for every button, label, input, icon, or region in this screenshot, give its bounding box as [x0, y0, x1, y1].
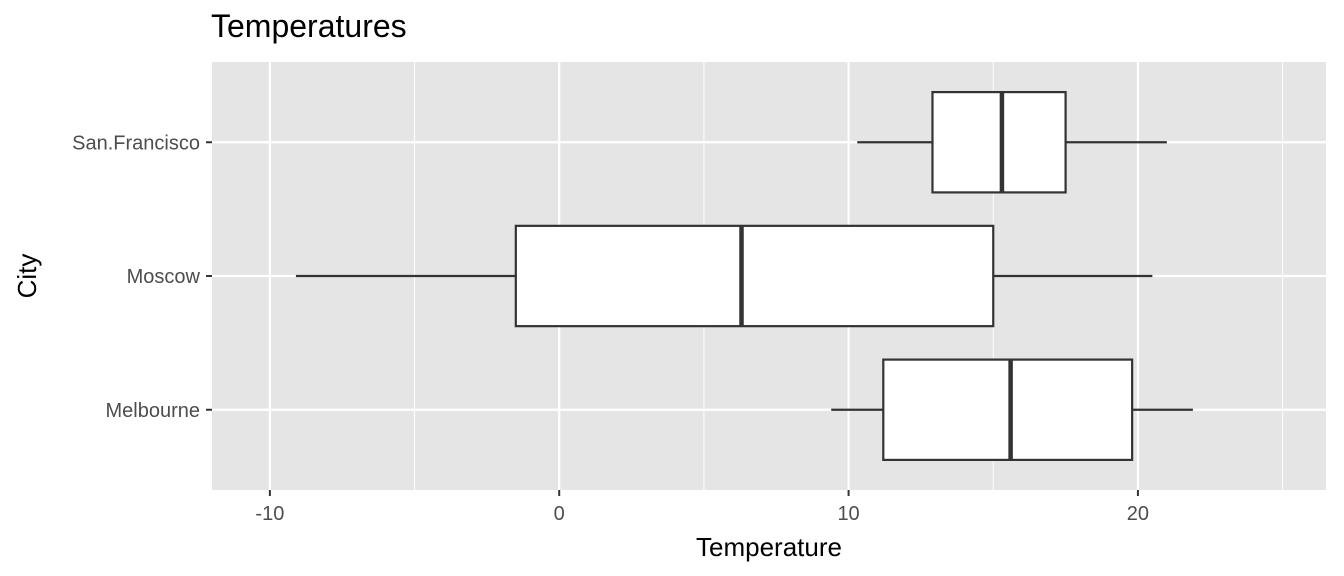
y-tick-label: Moscow — [127, 266, 201, 288]
y-tick-label: San.Francisco — [72, 132, 200, 154]
box-iqr — [931, 90, 1067, 194]
x-tick-label: 20 — [1127, 503, 1149, 525]
boxplot-melbourne — [831, 358, 1193, 462]
y-axis-title: City — [12, 254, 42, 299]
y-tick-label: Melbourne — [105, 400, 200, 422]
x-axis-title: Temperature — [696, 532, 842, 562]
box-layer — [295, 90, 1193, 462]
box-iqr — [514, 224, 995, 328]
chart-title: Temperatures — [211, 8, 407, 44]
x-tick-label: 10 — [837, 503, 859, 525]
boxplot-san-francisco — [857, 90, 1167, 194]
axis-layer: -10 0 10 20 Melbourne Moscow San.Francisco — [72, 132, 1149, 525]
boxplot-moscow — [295, 224, 1153, 328]
box-iqr — [882, 358, 1134, 462]
x-tick-label: 0 — [554, 503, 565, 525]
x-tick-label: -10 — [255, 503, 284, 525]
